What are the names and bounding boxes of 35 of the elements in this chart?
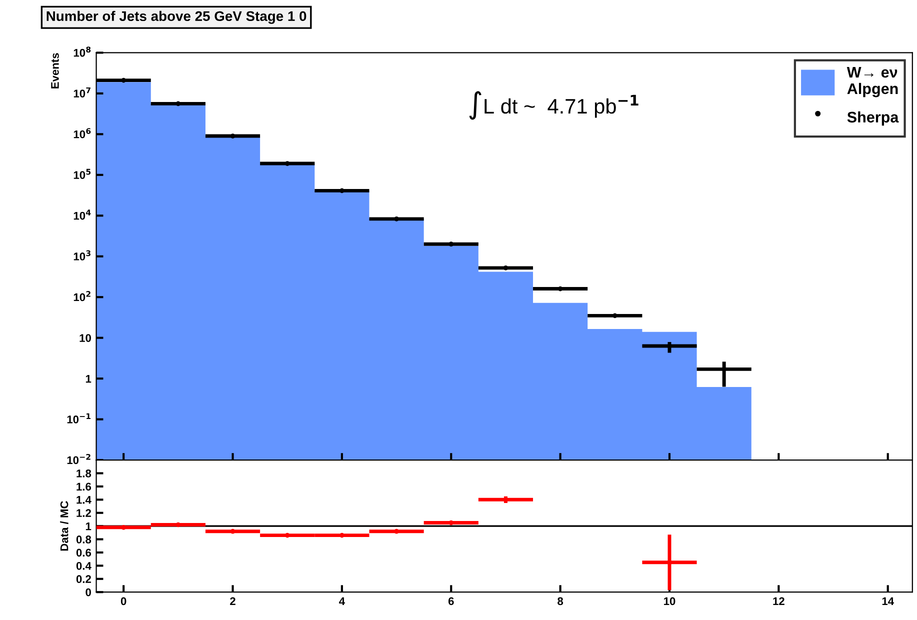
x-tick-label: 2 xyxy=(230,597,236,606)
y-tick-label: 10$^{8}$ xyxy=(74,46,91,57)
y-tick-label: 10$^{−1}$ xyxy=(67,413,91,424)
legend-label: W→ eν Alpgen xyxy=(846,67,898,98)
chart-title: Number of Jets above 25 GeV Stage 1 0 xyxy=(46,10,306,24)
x-tick-label: 14 xyxy=(882,597,894,606)
y-axis-title: Events xyxy=(51,53,59,88)
y-tick-label: 10$^{7}$ xyxy=(74,87,90,98)
y-tick-label: 0.6 xyxy=(76,548,92,557)
legend-label: Sherpa xyxy=(847,111,899,126)
y-tick-label: 10$^{2}$ xyxy=(74,291,90,302)
y-tick-label: 1 xyxy=(86,522,92,530)
y-axis-title: Data / MC xyxy=(60,501,68,551)
y-tick-label: 1.4 xyxy=(76,496,92,504)
y-tick-label: 0.4 xyxy=(76,562,92,570)
y-tick-label: 1.2 xyxy=(76,509,91,517)
x-tick-label: 6 xyxy=(448,597,454,606)
y-tick-label: 1.8 xyxy=(76,470,92,478)
y-tick-label: 1.6 xyxy=(76,482,92,491)
y-tick-label: 10$^{6}$ xyxy=(74,128,91,138)
y-tick-label: 10$^{−2}$ xyxy=(67,454,90,464)
x-tick-label: 10 xyxy=(664,597,676,606)
y-tick-label: 10 xyxy=(80,334,91,342)
y-tick-label: 1 xyxy=(86,374,92,383)
y-tick-label: 10$^{3}$ xyxy=(74,250,90,260)
y-tick-label: 10$^{4}$ xyxy=(74,210,91,220)
annotation: ∫L dt ~ 4.71 pb$^{−1}$ xyxy=(469,91,638,120)
x-tick-label: 12 xyxy=(773,597,784,606)
y-tick-label: 0.8 xyxy=(76,536,92,544)
x-tick-label: 0 xyxy=(120,597,126,606)
x-tick-label: 8 xyxy=(558,597,564,606)
x-tick-label: 4 xyxy=(339,597,345,606)
y-tick-label: 0 xyxy=(86,588,91,596)
y-tick-label: 10$^{5}$ xyxy=(74,168,91,179)
y-tick-label: 0.2 xyxy=(76,575,91,584)
